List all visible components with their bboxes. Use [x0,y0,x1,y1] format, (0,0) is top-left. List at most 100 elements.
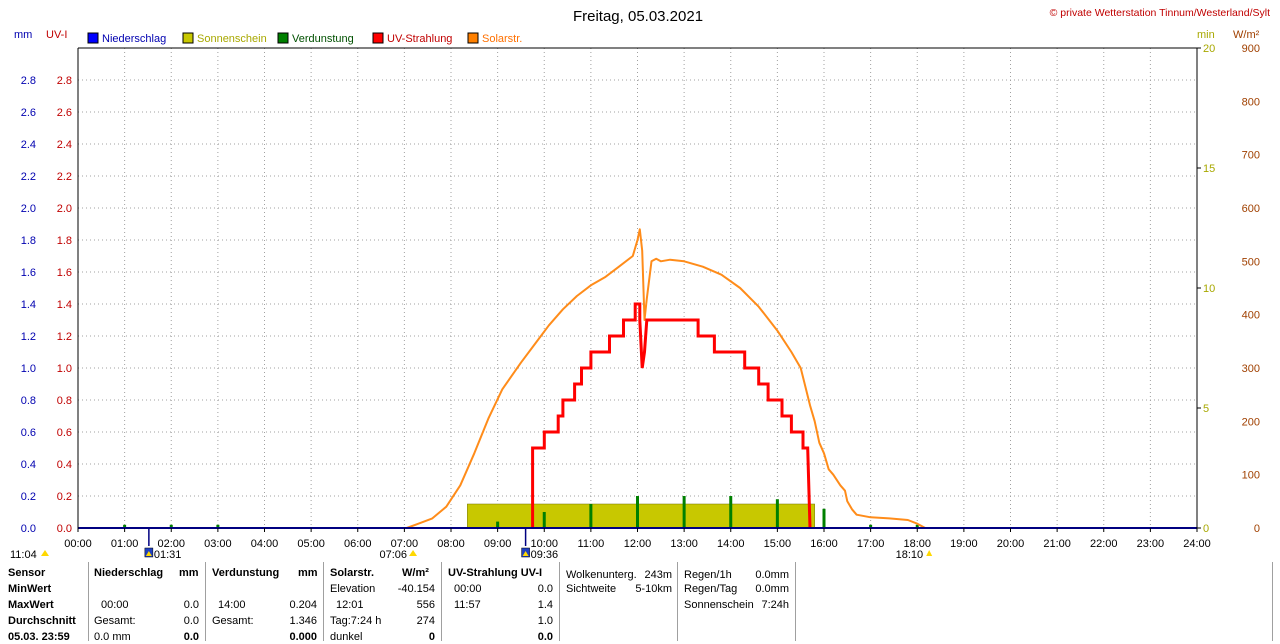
x-tick-label: 20:00 [997,538,1025,550]
y-tick-uvi: 2.0 [57,203,72,215]
stats-col-uv: UV-Strahlung UV-I 00:00 0.0 11:57 1.4 1.… [442,562,559,643]
stats-rain-total-val: 0.0 [183,615,199,627]
stats-solar-r1-val: -40.154 [397,583,435,595]
legend-swatch [467,32,479,44]
x-tick-label: 23:00 [1137,538,1165,550]
stats-uv-r1-val: 0.0 [537,583,553,595]
stats-evap-last-big: 0.000 [289,631,317,643]
marker-sun-icon [409,550,418,556]
stats-rain-head: Niederschlag [94,567,164,579]
legend-swatch [87,32,99,44]
stats-cloud-val: 243m [644,569,672,581]
x-tick-label: 13:00 [670,538,698,550]
stats-col-rain: Niederschlag mm 00:00 0.0 Gesamt: 0.0 0.… [89,562,205,643]
legend-label: Solarstr. [482,33,522,45]
y-tick-uvi: 2.8 [57,75,72,87]
x-tick-label: 08:00 [437,538,465,550]
y-tick-wm2: 100 [1242,470,1260,482]
stats-evap-total-label: Gesamt: [212,615,254,627]
x-tick-label: 03:00 [204,538,232,550]
y-tick-min: 0 [1203,523,1209,535]
stats-sunshine-label: Sonnenschein [684,599,754,611]
series-layer [123,228,926,529]
x-tick-label: 00:00 [64,538,92,550]
stats-table: Sensor MinWert MaxWert Durchschnitt 05.0… [0,562,1280,643]
y-tick-min: 20 [1203,43,1215,55]
x-tick-label: 16:00 [810,538,838,550]
marker-label: 01:31 [154,549,182,561]
stats-solar-head: Solarstr. [330,567,375,579]
marker-moon-icon [145,551,152,556]
marker-label: 11:04 [10,549,37,561]
y-tick-mm: 2.0 [21,203,36,215]
unit-mm: mm [14,29,32,41]
x-tick-label: 09:00 [484,538,512,550]
marker-label: 07:06 [380,549,408,561]
copyright-note: © private Wetterstation Tinnum/Westerlan… [1050,7,1270,19]
x-tick-label: 15:00 [764,538,792,550]
stats-evap-head: Verdunstung [212,567,280,579]
marker-label: 18:10 [896,549,924,561]
stats-rainday-label: Regen/Tag [684,583,738,595]
y-tick-mm: 0.8 [21,395,36,407]
stats-solar-r3-val: 274 [416,615,435,627]
stats-col-solar: Solarstr. W/m² Elevation -40.154 12:01 5… [324,562,441,643]
x-tick-label: 10:00 [530,538,558,550]
y-tick-wm2: 0 [1254,523,1260,535]
stats-rain-last-val: 0.0 mm [94,631,131,643]
x-tick-label: 24:00 [1183,538,1211,550]
stats-row-min: MinWert [8,583,52,595]
y-tick-min: 15 [1203,163,1215,175]
y-tick-mm: 1.6 [21,267,36,279]
grid [78,48,1197,528]
y-tick-mm: 0.4 [21,459,36,471]
stats-solar-r1-label: Elevation [330,583,376,595]
stats-row-avg: Durchschnitt [8,615,76,627]
marker-moon-icon [522,551,529,556]
legend-swatch [182,32,194,44]
stats-uv-r1-label: 00:00 [454,583,482,595]
weather-chart: Freitag, 05.03.2021 © private Wetterstat… [10,7,1270,561]
y-tick-wm2: 700 [1242,150,1260,162]
y-tick-mm: 1.4 [21,299,36,311]
stats-uv-r2-val: 1.4 [537,599,553,611]
y-tick-wm2: 900 [1242,43,1260,55]
y-tick-uvi: 2.2 [57,171,72,183]
legend-swatch [277,32,289,44]
y-tick-uvi: 0.2 [57,491,72,503]
stats-evap-total-val: 1.346 [289,615,317,627]
marker-label: 09:36 [531,549,559,561]
y-tick-wm2: 800 [1242,96,1260,108]
stats-rain-total-label: Gesamt: [94,615,136,627]
y-tick-uvi: 1.0 [57,363,72,375]
x-tick-label: 17:00 [857,538,885,550]
x-tick-label: 19:00 [950,538,978,550]
stats-row-last: 05.03. 23:59 [8,631,70,643]
legend-label: Sonnenschein [197,33,267,45]
x-tick-label: 12:00 [624,538,652,550]
y-tick-min: 10 [1203,283,1215,295]
stats-sunshine-val: 7:24h [761,599,789,611]
unit-wm2: W/m² [1233,29,1260,41]
x-tick-label: 18:00 [903,538,931,550]
y-tick-min: 5 [1203,403,1209,415]
stats-rain-unit: mm [179,567,199,579]
y-tick-mm: 0.0 [21,523,36,535]
legend-label: UV-Strahlung [387,33,452,45]
legend-swatch [372,32,384,44]
stats-solar-r4-val: 0 [428,631,435,643]
stats-visibility-val: 5-10km [635,583,672,595]
axes: 0.0 0.2 0.4 0.6 0.8 1.0 1.2 1.4 1.6 1.8 2.0 2.2 2.4 2… [21,43,1260,550]
y-tick-uvi: 1.4 [57,299,72,311]
x-tick-label: 07:00 [391,538,419,550]
x-tick-label: 02:00 [157,538,185,550]
y-tick-uvi: 1.8 [57,235,72,247]
y-tick-mm: 1.8 [21,235,36,247]
y-tick-uvi: 0.8 [57,395,72,407]
x-tick-label: 06:00 [344,538,372,550]
legend: Niederschlag Sonnenschein Verdunstung UV-St… [87,32,522,45]
stats-rainday-val: 0.0mm [755,583,789,595]
stats-solar-unit: W/m² [402,567,429,579]
y-tick-mm: 0.2 [21,491,36,503]
x-tick-label: 22:00 [1090,538,1118,550]
